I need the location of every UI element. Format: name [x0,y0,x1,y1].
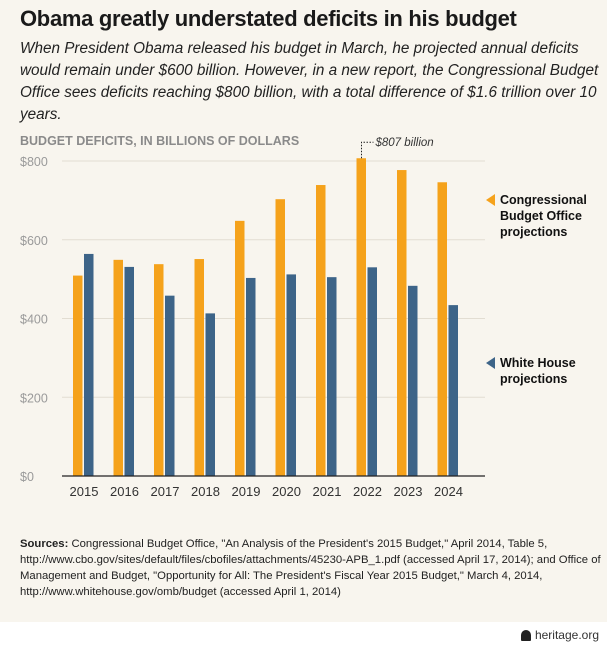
x-tick-label: 2017 [151,484,180,499]
bar-cbo [194,259,204,476]
legend-label: Congressional Budget Office projections [500,193,587,239]
x-tick-label: 2024 [434,484,463,499]
y-tick-label: $600 [20,234,48,248]
bar-chart: $0 $200 $400 $600 $800 2015 2016 2017 2018 2019 20… [20,137,485,499]
bar-white-house [84,253,94,476]
bar-cbo [235,220,245,476]
y-tick-label: $200 [20,391,48,405]
bar-cbo [113,259,123,476]
chart-title: Obama greatly understated deficits in hi… [20,6,517,31]
x-tick-label: 2023 [394,484,423,499]
legend-cbo: Congressional Budget Office projections [486,192,605,240]
bar-cbo [437,182,447,476]
bar-cbo [154,264,164,476]
legend-white-house: White House projections [486,355,595,387]
x-tick-label: 2015 [70,484,99,499]
triangle-left-icon [486,357,495,369]
bar-white-house [408,285,418,476]
x-tick-label: 2016 [110,484,139,499]
axis-title: BUDGET DEFICITS, IN BILLIONS OF DOLLARS [20,134,300,148]
bar-cbo [275,199,285,476]
chart-panel [0,0,607,622]
footer: heritage.org [520,628,599,642]
triangle-left-icon [486,194,495,206]
sources-note: Sources: Congressional Budget Office, "A… [20,536,605,600]
bar-white-house [327,277,337,476]
bar-white-house [246,277,256,476]
y-tick-label: $800 [20,155,48,169]
y-tick-label: $400 [20,313,48,327]
bar-white-house [124,266,134,476]
annotation-leader [361,141,374,159]
x-tick-label: 2018 [191,484,220,499]
bar-white-house [448,305,458,476]
liberty-bell-icon [520,629,531,641]
annotation-label: $807 billion [375,137,434,149]
bar-cbo [316,185,326,477]
x-tick-label: 2020 [272,484,301,499]
sources-label: Sources: [20,538,69,550]
bar-white-house [367,267,377,476]
y-tick-label: $0 [20,470,34,484]
bar-cbo [397,170,407,476]
bar-cbo [356,158,366,476]
x-tick-label: 2021 [313,484,342,499]
bar-white-house [165,295,175,476]
x-tick-label: 2019 [232,484,261,499]
x-tick-label: 2022 [353,484,382,499]
sources-text: Congressional Budget Office, "An Analysi… [20,538,601,598]
footer-site: heritage.org [534,628,599,642]
bar-white-house [286,274,296,476]
bar-white-house [205,313,215,476]
legend-label: White House projections [500,356,576,386]
bar-cbo [73,275,83,476]
chart-subtitle: When President Obama released his budget… [20,40,599,123]
